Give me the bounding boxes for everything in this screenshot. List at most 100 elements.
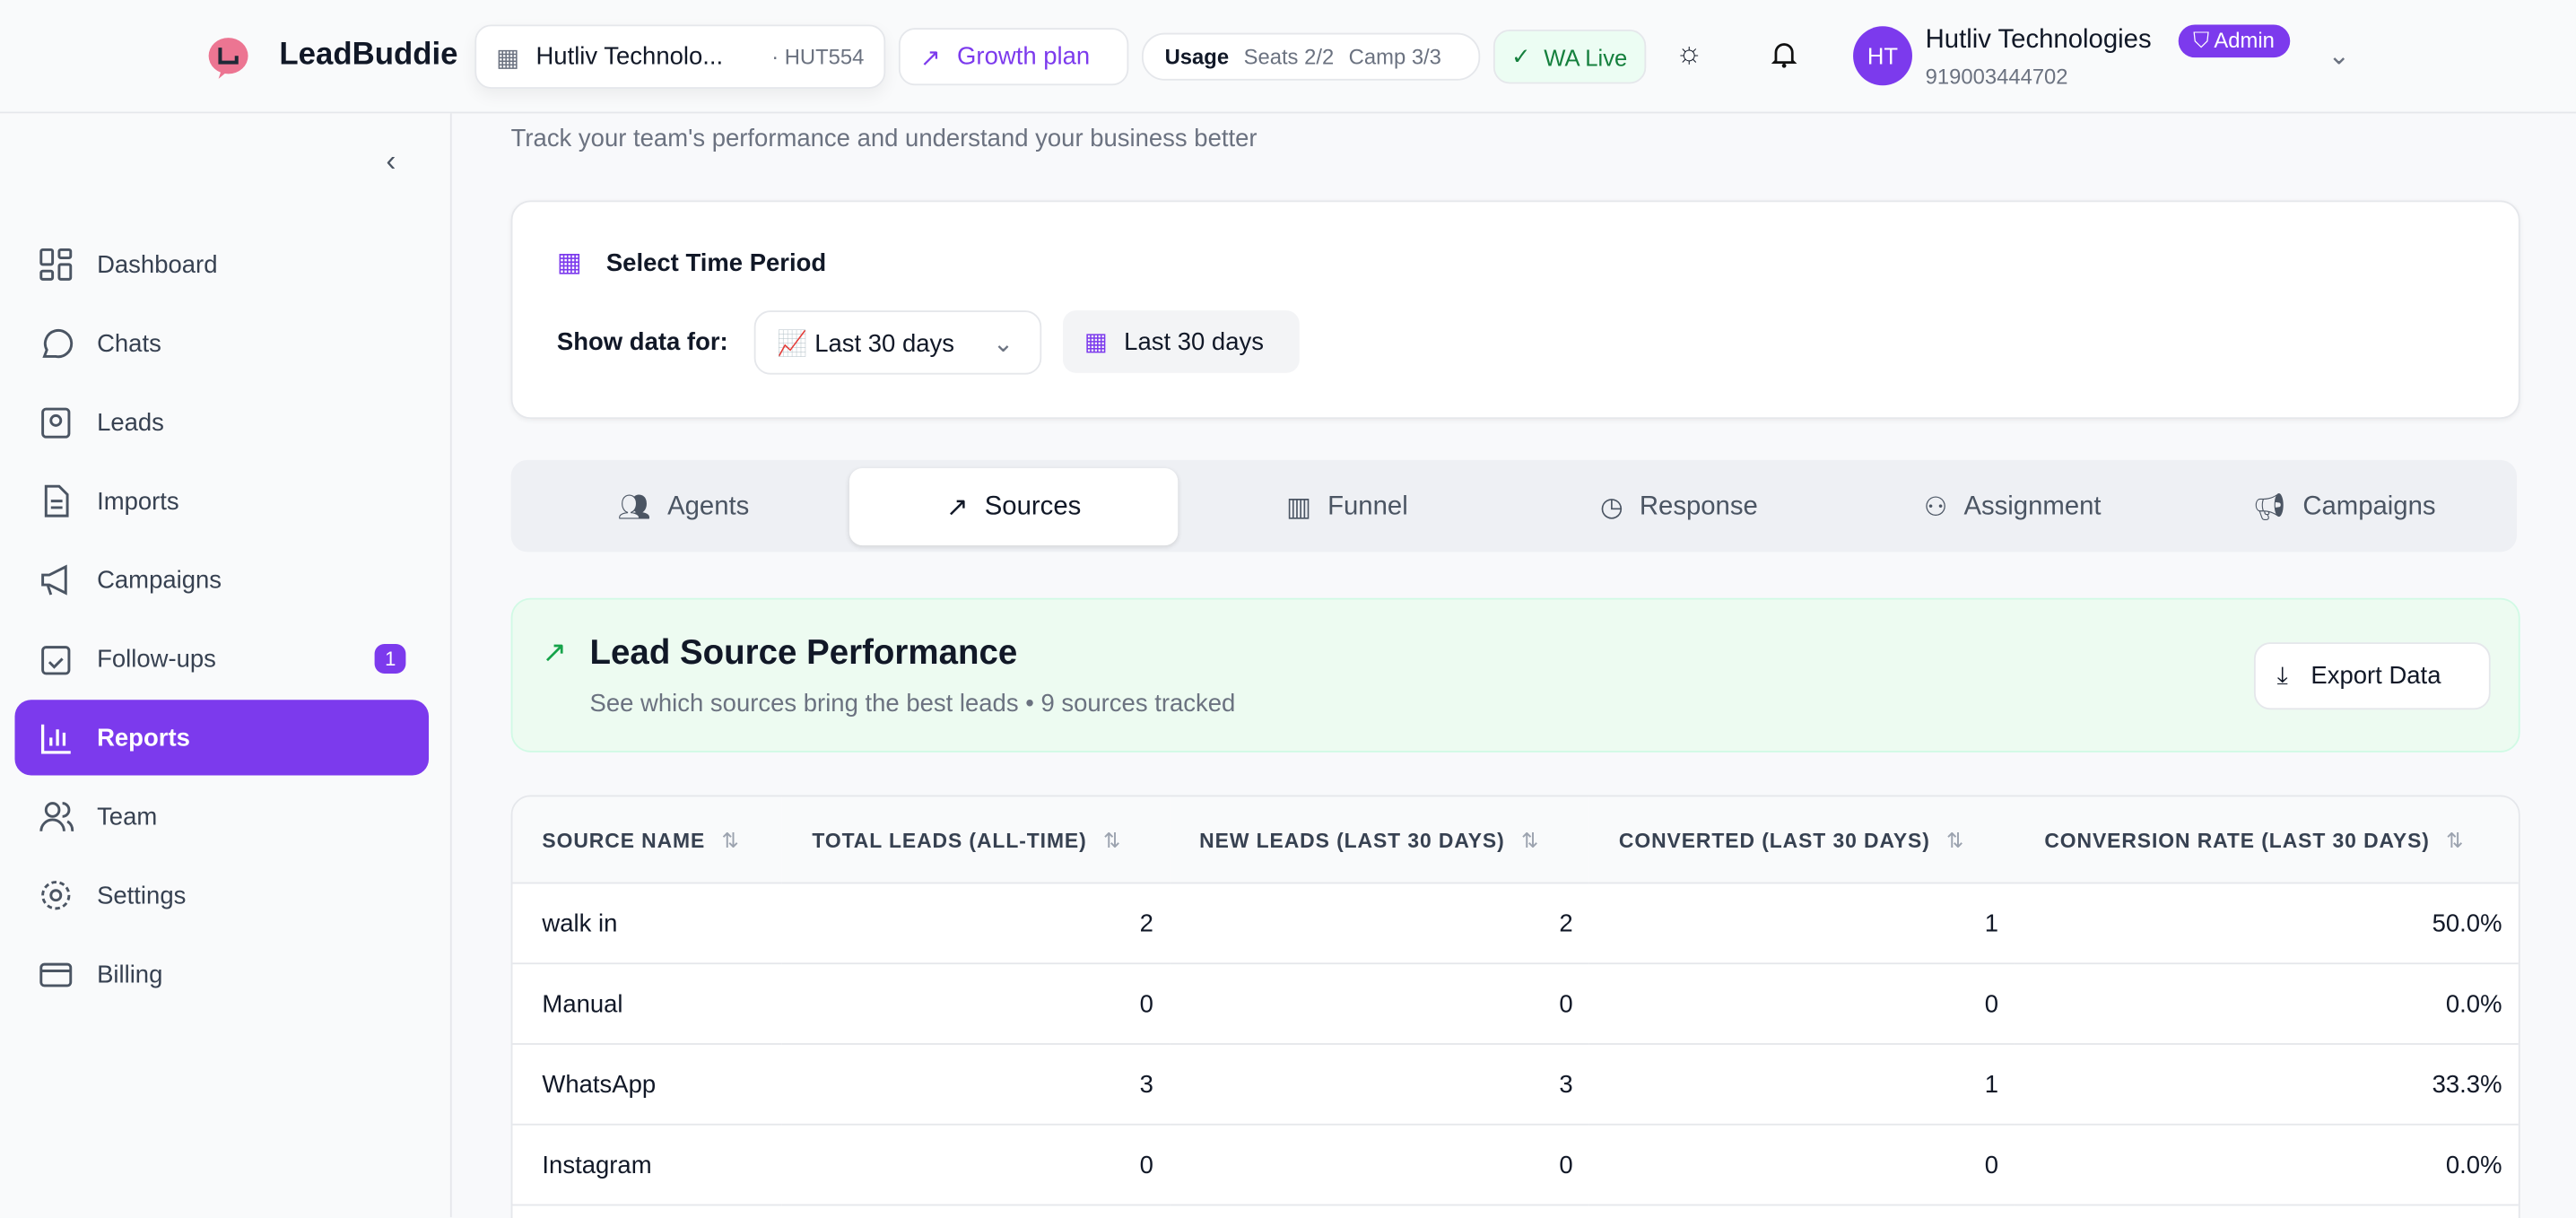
usage-pill: Usage Seats 2/2 Camp 3/3: [1141, 32, 1481, 81]
tab-label: Response: [1639, 492, 1758, 520]
table-cell: 2: [782, 883, 1171, 965]
calendar-check-icon: [41, 646, 71, 675]
sidebar-item-reports[interactable]: Reports: [14, 700, 430, 776]
credit-card-icon: [39, 962, 73, 987]
sidebar-item-settings[interactable]: Settings: [14, 857, 429, 933]
table-cell: walk in: [512, 883, 783, 965]
nav-label: Reports: [97, 723, 190, 752]
column-label: SOURCE NAME: [542, 829, 706, 852]
nav-label: Follow-ups: [97, 644, 216, 674]
sidebar-item-imports[interactable]: Imports: [14, 464, 429, 539]
sort-icon[interactable]: ⇅: [1946, 829, 1965, 852]
wa-status-label: WA Live: [1544, 43, 1628, 70]
avatar[interactable]: HT: [1853, 26, 1912, 86]
sort-icon[interactable]: ⇅: [1102, 829, 1122, 852]
dashboard-grid-icon: [39, 248, 73, 281]
org-switcher[interactable]: ▦ Hutliv Technolo... · HUT554: [474, 24, 886, 89]
role-label: Admin: [2214, 28, 2275, 53]
table-cell: 0.0%: [2015, 1124, 2519, 1206]
bell-icon[interactable]: [1771, 39, 1797, 69]
tab-agents[interactable]: 👥︎ Agents: [519, 468, 848, 545]
building-icon: ▦: [496, 43, 520, 72]
table-cell: 0: [782, 1124, 1171, 1206]
table-cell: 50.0%: [2015, 883, 2519, 965]
download-icon: ⤓: [2276, 662, 2288, 691]
column-label: NEW LEADS (LAST 30 DAYS): [1199, 829, 1505, 852]
tab-label: Agents: [667, 492, 750, 520]
table-row: WhatsApp 3 3 1 33.3%: [512, 1043, 2519, 1126]
top-bar: LeadBuddie ▦ Hutliv Technolo... · HUT554…: [0, 0, 2576, 114]
page-subtitle: Track your team's performance and unders…: [510, 125, 1258, 153]
table-cell: 0: [1170, 1124, 1589, 1206]
org-name: Hutliv Technolo...: [535, 42, 724, 71]
contact-card-icon: [41, 407, 71, 439]
org-code: · HUT554: [771, 44, 865, 69]
wa-live-status[interactable]: ✓ WA Live: [1493, 29, 1647, 84]
column-label: TOTAL LEADS (ALL-TIME): [812, 829, 1087, 852]
table-cell: 0: [782, 963, 1171, 1045]
column-header[interactable]: CONVERSION RATE (LAST 30 DAYS) ⇅: [2015, 796, 2519, 884]
plan-label: Growth plan: [957, 42, 1091, 71]
sort-icon[interactable]: ⇅: [2446, 829, 2465, 852]
table-cell: Manual: [512, 963, 783, 1045]
table-cell: 3: [1170, 1043, 1589, 1126]
megaphone-icon: [41, 564, 67, 596]
sidebar-item-billing[interactable]: Billing: [14, 936, 429, 1012]
tab-funnel[interactable]: ▥ Funnel: [1183, 468, 1511, 545]
chevron-down-icon[interactable]: ⌄: [2328, 42, 2350, 71]
tab-campaigns[interactable]: 📢︎ Campaigns: [2180, 468, 2509, 545]
sidebar-item-team[interactable]: Team: [14, 779, 429, 854]
sources-table: SOURCE NAME ⇅ TOTAL LEADS (ALL-TIME) ⇅ NEW L…: [510, 795, 2520, 1218]
report-tabs: [510, 459, 2518, 552]
section-header: ↗ Lead Source Performance See which sour…: [510, 597, 2520, 753]
tab-assignment[interactable]: ⚇ Assignment: [1849, 468, 2177, 545]
export-data-button[interactable]: ⤓ Export Data: [2253, 642, 2491, 710]
table-cell: Instagram: [512, 1124, 783, 1206]
bar-chart-icon: [40, 724, 71, 754]
sidebar-item-follow-ups[interactable]: Follow-ups 1: [14, 621, 429, 696]
table-cell: 33.3%: [2015, 1043, 2519, 1126]
table-cell: 0: [1588, 1124, 2015, 1206]
nav-label: Billing: [97, 960, 163, 988]
sidebar-item-campaigns[interactable]: Campaigns: [14, 542, 429, 617]
users-icon: 👥︎: [617, 493, 651, 522]
table-body: walk in 2 2 1 50.0% Manual 0 0 0 0.0% WhatsApp 3 3 1 3…: [512, 883, 2519, 1206]
nav-label: Leads: [97, 408, 164, 437]
table-cell: 0: [1170, 963, 1589, 1045]
table-row: Manual 0 0 0 0.0%: [512, 963, 2519, 1045]
time-period-select[interactable]: 📈 Last 30 days ⌄: [753, 310, 1042, 375]
gear-icon: [41, 881, 71, 910]
follow-ups-count-badge: 1: [375, 643, 406, 674]
sort-icon[interactable]: ⇅: [1520, 829, 1540, 852]
column-header[interactable]: CONVERTED (LAST 30 DAYS) ⇅: [1588, 796, 2015, 884]
seats-usage: Seats 2/2: [1243, 44, 1335, 69]
clock-icon: ◷: [1599, 493, 1623, 522]
nav-label: Campaigns: [97, 565, 222, 595]
section-subtitle: See which sources bring the best leads •…: [589, 690, 1236, 718]
tab-sources[interactable]: ↗ Sources: [849, 468, 1179, 546]
chat-bubble-icon: [42, 329, 74, 359]
sidebar-item-leads[interactable]: Leads: [14, 385, 429, 460]
column-header[interactable]: NEW LEADS (LAST 30 DAYS) ⇅: [1170, 796, 1589, 884]
nav-label: Settings: [97, 881, 187, 909]
theme-toggle-sun-icon[interactable]: ☼: [1675, 36, 1703, 69]
collapse-sidebar-chevron-icon[interactable]: ‹: [386, 144, 396, 178]
column-label: CONVERTED (LAST 30 DAYS): [1618, 829, 1930, 852]
calendar-icon: ▦: [1083, 328, 1108, 357]
time-period-title: Select Time Period: [605, 249, 827, 278]
table-header-row: SOURCE NAME ⇅ TOTAL LEADS (ALL-TIME) ⇅ NEW L…: [512, 796, 2519, 884]
file-text-icon: [44, 484, 69, 518]
column-header[interactable]: TOTAL LEADS (ALL-TIME) ⇅: [782, 796, 1171, 884]
date-range-chip[interactable]: ▦ Last 30 days: [1063, 310, 1300, 373]
tab-response[interactable]: ◷ Response: [1515, 468, 1843, 545]
nav-label: Imports: [97, 487, 179, 516]
table-cell: 3: [782, 1043, 1171, 1126]
sidebar-item-chats[interactable]: Chats: [14, 306, 429, 381]
sidebar-item-dashboard[interactable]: Dashboard: [14, 227, 429, 302]
column-header[interactable]: SOURCE NAME ⇅: [512, 796, 783, 884]
time-period-value: 📈 Last 30 days: [777, 329, 954, 358]
table-cell: 1: [1588, 1043, 2015, 1126]
table-cell: 2: [1170, 883, 1589, 965]
sort-icon[interactable]: ⇅: [721, 829, 740, 852]
growth-plan-button[interactable]: ↗ Growth plan: [898, 28, 1129, 86]
